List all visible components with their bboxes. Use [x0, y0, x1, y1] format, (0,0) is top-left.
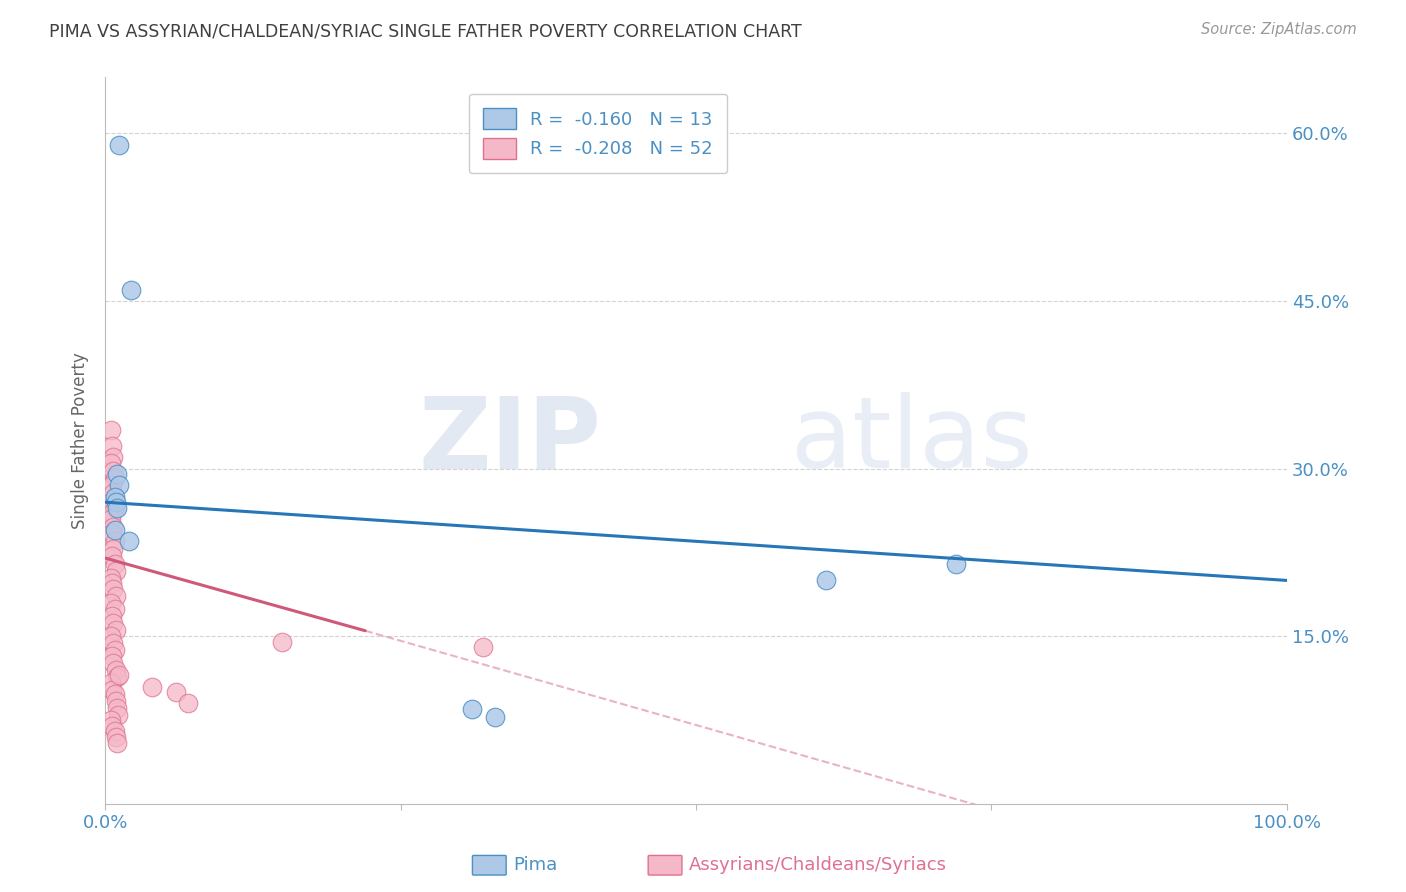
Point: [104, 565, 127, 579]
Point: [105, 467, 128, 482]
Point: [100, 495, 122, 509]
Point: [101, 439, 124, 453]
Point: [101, 549, 124, 563]
Point: [103, 615, 125, 630]
Point: [103, 464, 125, 478]
Point: [104, 557, 127, 571]
Point: [105, 669, 128, 683]
Text: Pima: Pima: [513, 856, 557, 874]
Point: [120, 283, 142, 297]
Point: [105, 500, 128, 515]
Point: [101, 575, 124, 590]
Point: [104, 490, 127, 504]
Point: [460, 702, 482, 716]
Point: [101, 649, 124, 664]
Point: [484, 710, 506, 724]
Point: [107, 707, 129, 722]
Point: [101, 609, 124, 624]
Point: [100, 456, 122, 470]
Point: [165, 685, 187, 699]
Point: [108, 478, 131, 492]
Point: [100, 596, 122, 610]
Point: [104, 642, 127, 657]
Point: [104, 495, 127, 509]
Y-axis label: Single Father Poverty: Single Father Poverty: [72, 352, 89, 529]
Point: [104, 730, 127, 744]
Point: [101, 507, 124, 521]
Point: [105, 701, 128, 715]
Point: [104, 602, 127, 616]
Point: [103, 636, 125, 650]
Text: Assyrians/Chaldeans/Syriacs: Assyrians/Chaldeans/Syriacs: [689, 856, 946, 874]
Point: [104, 500, 127, 515]
Text: Source: ZipAtlas.com: Source: ZipAtlas.com: [1201, 22, 1357, 37]
Point: [100, 512, 122, 526]
Point: [945, 557, 967, 571]
Point: [100, 676, 122, 690]
Point: [118, 534, 141, 549]
Point: [104, 694, 127, 708]
Point: [104, 523, 127, 537]
Point: [104, 663, 127, 677]
Point: [103, 582, 125, 597]
Point: [101, 478, 124, 492]
Point: [101, 719, 124, 733]
Text: PIMA VS ASSYRIAN/CHALDEAN/SYRIAC SINGLE FATHER POVERTY CORRELATION CHART: PIMA VS ASSYRIAN/CHALDEAN/SYRIAC SINGLE …: [49, 22, 801, 40]
Point: [104, 724, 127, 739]
Point: [814, 574, 837, 588]
Point: [104, 589, 127, 603]
Point: [105, 735, 128, 749]
Point: [103, 542, 125, 557]
Point: [177, 697, 200, 711]
Point: [104, 534, 127, 549]
Text: atlas: atlas: [790, 392, 1032, 489]
Point: [108, 137, 131, 152]
Legend: R =  -0.160   N = 13, R =  -0.208   N = 52: R = -0.160 N = 13, R = -0.208 N = 52: [468, 94, 727, 173]
Point: [103, 520, 125, 534]
Text: ZIP: ZIP: [419, 392, 602, 489]
Point: [104, 470, 127, 484]
Point: [271, 635, 294, 649]
Point: [101, 683, 124, 698]
Point: [101, 526, 124, 541]
Point: [100, 713, 122, 727]
Point: [100, 629, 122, 643]
Point: [103, 656, 125, 670]
Point: [103, 486, 125, 500]
Point: [104, 623, 127, 637]
Point: [104, 688, 127, 702]
Point: [108, 668, 131, 682]
Point: [100, 571, 122, 585]
Point: [472, 640, 495, 655]
Point: [103, 450, 125, 465]
Point: [141, 680, 163, 694]
Point: [100, 423, 122, 437]
